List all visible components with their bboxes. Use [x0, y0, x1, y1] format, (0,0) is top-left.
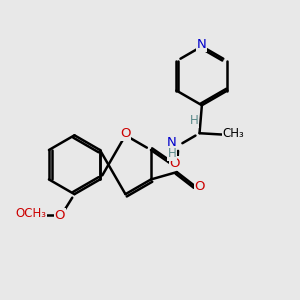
Text: O: O	[194, 180, 205, 193]
Text: OCH₃: OCH₃	[16, 207, 47, 220]
Text: N: N	[167, 136, 177, 148]
Text: O: O	[120, 127, 131, 140]
Text: O: O	[169, 157, 180, 170]
Text: CH₃: CH₃	[223, 127, 244, 140]
Text: O: O	[55, 209, 65, 222]
Text: N: N	[197, 38, 207, 51]
Text: H: H	[167, 147, 176, 160]
Text: H: H	[190, 114, 199, 127]
